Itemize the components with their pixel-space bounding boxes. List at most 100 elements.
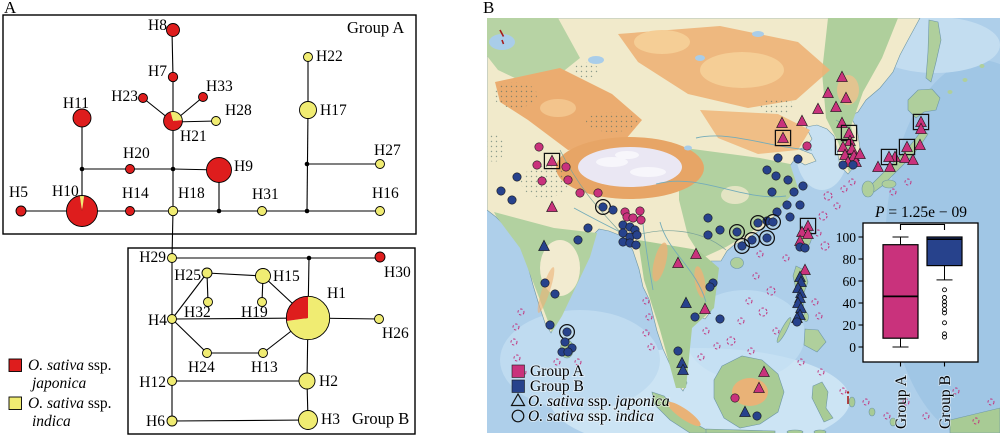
- marker-group-b-indica: [560, 337, 570, 347]
- network-edge: [171, 318, 208, 354]
- marker-group-b-indica: [703, 213, 713, 223]
- marker-box-outline: [543, 152, 561, 170]
- node-slice-H21: [170, 111, 183, 121]
- node-label-H33: H33: [206, 78, 233, 95]
- marker-group-a-japonica: [899, 151, 911, 163]
- group-box-a: [2, 14, 417, 235]
- boxplot-outlier: [942, 334, 947, 340]
- marker-group-b-indica: [771, 171, 781, 181]
- marker-group-a-japonica: [915, 122, 927, 134]
- legend-label-group-b: Group B: [530, 378, 584, 395]
- node-label-H2: H2: [319, 373, 338, 390]
- marker-group-a-indica: [802, 141, 812, 151]
- node-H23: [138, 93, 148, 103]
- node-H22: [303, 52, 313, 62]
- marker-group-a-japonica: [546, 154, 558, 166]
- node-label-H13: H13: [251, 359, 278, 376]
- edge-junction: [304, 161, 310, 167]
- node-H11: [72, 108, 92, 128]
- boxplot-xlabel-group-a: Group A: [893, 374, 910, 429]
- marker-group-a-indica: [636, 215, 646, 225]
- marker-group-b-indica: [608, 205, 618, 215]
- group-box-b: [127, 247, 416, 435]
- node-H31: [257, 206, 267, 216]
- boxplot-xlabel-group-b: Group B: [937, 375, 954, 429]
- marker-group-a-japonica: [812, 102, 824, 114]
- node-H15: [255, 268, 271, 284]
- marker-group-b-indica: [507, 195, 517, 205]
- marker-group-a-japonica: [753, 381, 765, 393]
- node-label-H4: H4: [148, 312, 167, 329]
- topography: [487, 18, 898, 388]
- marker-group-b-indica: [773, 153, 783, 163]
- marker-group-b-indica: [618, 228, 628, 238]
- marker-group-b-indica: [789, 187, 799, 197]
- node-label-H9: H9: [234, 158, 253, 175]
- node-label-H5: H5: [9, 184, 28, 201]
- boxplot-box-group-a: [882, 244, 919, 339]
- marker-group-b-japonica: [680, 296, 692, 308]
- node-H19: [257, 297, 267, 307]
- node-label-H21: H21: [180, 128, 207, 145]
- node-label-H18: H18: [178, 185, 205, 202]
- marker-group-b-indica: [583, 223, 593, 233]
- boxplot-outlier: [942, 331, 947, 337]
- node-label-H3: H3: [321, 411, 340, 428]
- node-H18: [167, 205, 179, 217]
- network-edge: [206, 272, 264, 277]
- node-label-H31: H31: [252, 186, 279, 203]
- marker-group-a-japonica: [884, 160, 896, 172]
- marker-group-a-indica: [628, 213, 638, 223]
- marker-group-b-japonica: [739, 405, 751, 417]
- node-label-H30: H30: [384, 264, 411, 281]
- marker-group-b-indica: [550, 289, 560, 299]
- node-label-H11: H11: [63, 95, 89, 112]
- legend-label-indica-line1: O. sativa ssp.: [28, 395, 112, 412]
- marker-group-b-indica: [752, 411, 762, 421]
- marker-ring-outline: [758, 229, 776, 247]
- node-H28: [211, 116, 221, 126]
- node-slice-H10: [66, 195, 98, 227]
- node-H10: [66, 195, 98, 227]
- legend-label-indica: O. sativa ssp. indica: [528, 408, 654, 425]
- node-H2: [298, 372, 316, 390]
- sample-markers: [496, 70, 930, 421]
- marker-group-a-japonica: [777, 131, 789, 143]
- reef-decorations: [510, 178, 995, 425]
- node-H33: [198, 92, 208, 102]
- marker-group-b-japonica: [677, 363, 689, 375]
- marker-group-b-indica: [762, 165, 772, 175]
- marker-group-b-indica: [793, 154, 803, 164]
- marker-group-b-indica: [768, 217, 778, 227]
- marker-group-b-indica: [631, 240, 641, 250]
- marker-group-a-indica: [730, 393, 740, 403]
- node-label-H20: H20: [123, 145, 150, 162]
- panel-a-label: A: [4, 0, 17, 17]
- edge-junction: [304, 208, 310, 214]
- node-H17: [299, 101, 317, 119]
- node-H5: [15, 205, 27, 217]
- node-label-H28: H28: [225, 102, 252, 119]
- marker-group-b-indica: [715, 314, 725, 324]
- marker-box-outline: [898, 138, 916, 156]
- node-H8: [166, 23, 180, 37]
- boxplot-box-group-b: [926, 236, 963, 267]
- marker-group-b-indica: [783, 175, 793, 185]
- marker-group-a-japonica: [837, 140, 849, 152]
- node-label-H10: H10: [52, 183, 79, 200]
- red-map-mark: [499, 29, 505, 45]
- boxplot-ytick-label: 0: [849, 340, 856, 355]
- marker-group-b-indica: [800, 243, 810, 253]
- node-H6: [166, 415, 178, 427]
- boxplot-inset: P = 1.25e − 09 0 20 40 60 80 100 Group A Group …: [836, 204, 979, 430]
- marker-group-a-indica: [534, 142, 544, 152]
- marker-group-b-indica: [792, 317, 802, 327]
- boxplot-ytick-label: 60: [843, 274, 857, 289]
- marker-group-b-indica: [573, 235, 583, 245]
- marker-group-a-indica: [532, 160, 542, 170]
- marker-group-b-indica: [690, 312, 700, 322]
- node-H20: [125, 164, 135, 174]
- marker-group-b-indica: [545, 320, 555, 330]
- haplotype-network: Group A Group B H8 H7 H23 H33 H21 H28 H11 H22 H17 H…: [2, 14, 417, 435]
